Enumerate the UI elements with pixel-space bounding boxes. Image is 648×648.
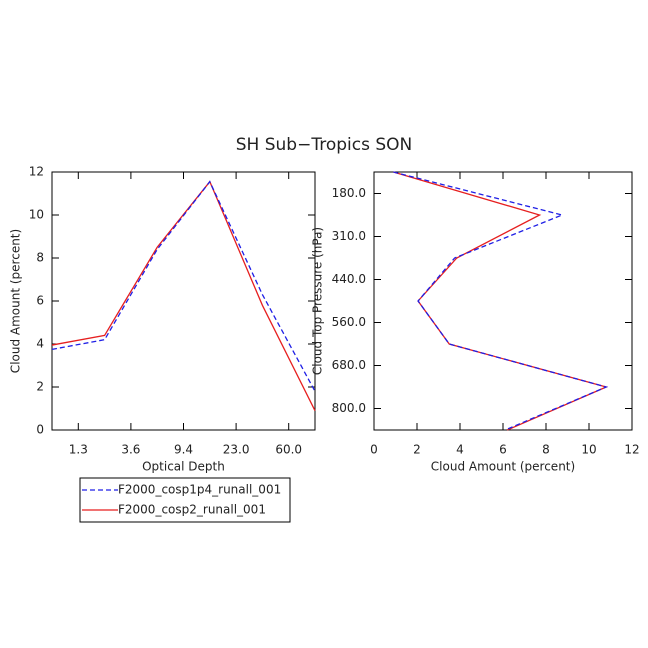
- y-axis-label: Cloud Top Pressure (hPa): [311, 227, 325, 375]
- y-tick-label: 440.0: [332, 272, 366, 286]
- y-tick-label: 2: [36, 380, 44, 394]
- x-tick-label: 23.0: [223, 443, 250, 457]
- x-axis-label: Optical Depth: [142, 460, 225, 474]
- y-axis-label: Cloud Amount (percent): [9, 229, 23, 373]
- x-tick-label: 2: [413, 443, 421, 457]
- y-tick-label: 800.0: [332, 401, 366, 415]
- y-tick-label: 680.0: [332, 358, 366, 372]
- y-tick-label: 10: [29, 208, 44, 222]
- y-tick-label: 560.0: [332, 315, 366, 329]
- y-tick-label: 12: [29, 165, 44, 179]
- y-tick-label: 0: [36, 423, 44, 437]
- x-tick-label: 12: [624, 443, 639, 457]
- y-tick-label: 6: [36, 294, 44, 308]
- legend-label: F2000_cosp1p4_runall_001: [118, 483, 281, 497]
- y-tick-label: 310.0: [332, 229, 366, 243]
- chart-title: SH Sub−Tropics SON: [236, 135, 413, 155]
- series-line: [51, 180, 316, 411]
- legend-box: [79, 477, 291, 523]
- y-tick-label: 8: [36, 251, 44, 265]
- x-tick-label: 8: [542, 443, 550, 457]
- series-line: [51, 180, 316, 392]
- x-tick-label: 3.6: [121, 443, 140, 457]
- y-tick-label: 180.0: [332, 186, 366, 200]
- x-tick-label: 60.0: [275, 443, 302, 457]
- x-axis-label: Cloud Amount (percent): [431, 460, 575, 474]
- x-tick-label: 10: [581, 443, 596, 457]
- y-tick-label: 4: [36, 337, 44, 351]
- x-tick-label: 0: [370, 443, 378, 457]
- x-tick-label: 6: [499, 443, 507, 457]
- series-line: [393, 171, 609, 431]
- x-tick-label: 9.4: [174, 443, 193, 457]
- x-tick-label: 4: [456, 443, 464, 457]
- x-tick-label: 1.3: [69, 443, 88, 457]
- legend-label: F2000_cosp2_runall_001: [118, 503, 266, 517]
